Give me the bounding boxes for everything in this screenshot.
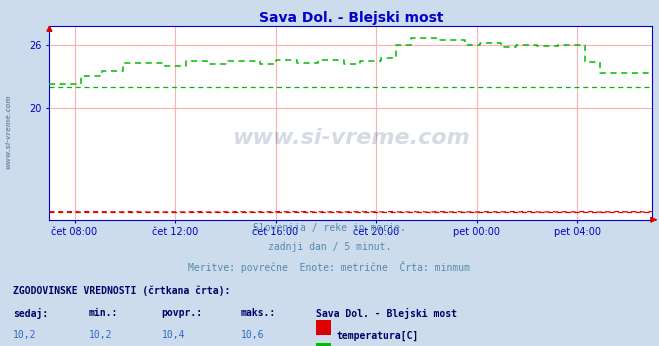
- Text: temperatura[C]: temperatura[C]: [336, 330, 418, 341]
- Text: sedaj:: sedaj:: [13, 308, 48, 319]
- Text: Sava Dol. - Blejski most: Sava Dol. - Blejski most: [316, 308, 457, 319]
- Text: ZGODOVINSKE VREDNOSTI (črtkana črta):: ZGODOVINSKE VREDNOSTI (črtkana črta):: [13, 285, 231, 296]
- Text: Slovenija / reke in morje.: Slovenija / reke in morje.: [253, 223, 406, 233]
- Text: www.si-vreme.com: www.si-vreme.com: [5, 94, 11, 169]
- Text: Meritve: povrečne  Enote: metrične  Črta: minmum: Meritve: povrečne Enote: metrične Črta: …: [188, 261, 471, 273]
- Text: 10,4: 10,4: [161, 330, 185, 340]
- Text: 10,2: 10,2: [13, 330, 37, 340]
- Text: povpr.:: povpr.:: [161, 308, 202, 318]
- Text: www.si-vreme.com: www.si-vreme.com: [232, 128, 470, 148]
- Text: 10,6: 10,6: [241, 330, 264, 340]
- Text: 10,2: 10,2: [89, 330, 113, 340]
- Title: Sava Dol. - Blejski most: Sava Dol. - Blejski most: [259, 11, 443, 25]
- Text: zadnji dan / 5 minut.: zadnji dan / 5 minut.: [268, 242, 391, 252]
- Text: maks.:: maks.:: [241, 308, 275, 318]
- Text: min.:: min.:: [89, 308, 119, 318]
